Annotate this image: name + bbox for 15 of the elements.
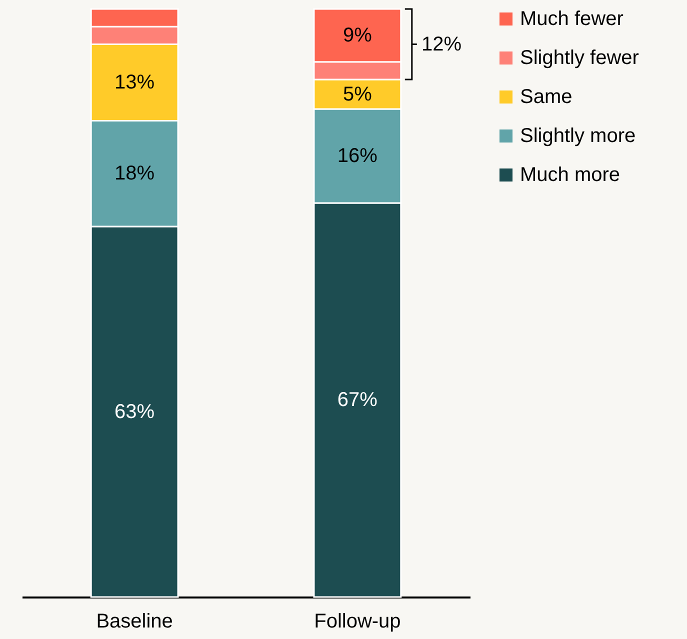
legend-label: Same — [520, 86, 572, 108]
legend-label: Much more — [520, 164, 620, 186]
data-label: 13% — [114, 72, 155, 94]
x-tick-label: Baseline — [96, 610, 173, 632]
legend-label: Slightly fewer — [520, 47, 640, 69]
data-label: 18% — [114, 162, 155, 185]
data-label: 67% — [337, 389, 378, 412]
data-label: 16% — [337, 145, 378, 167]
legend-label: Much fewer — [520, 8, 624, 30]
data-label: 63% — [114, 400, 155, 423]
data-label: 9% — [342, 24, 372, 46]
x-tick-label: Follow-up — [314, 610, 401, 632]
annotation: 12% — [421, 33, 462, 56]
legend-label: Slightly more — [520, 125, 636, 147]
data-label: 5% — [342, 83, 372, 106]
